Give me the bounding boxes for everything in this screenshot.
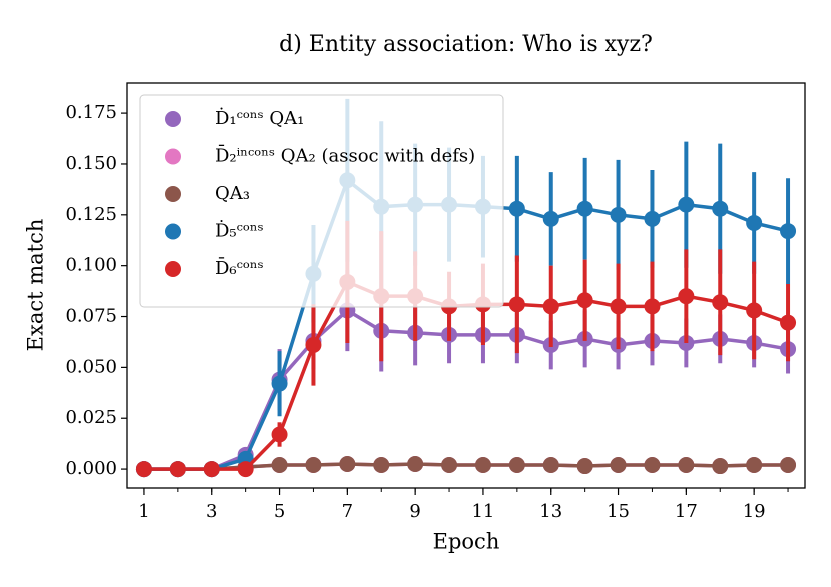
- x-tick-label: 17: [675, 501, 698, 522]
- data-point: [644, 210, 661, 227]
- legend-label: D̄₂ⁱⁿᶜᵒⁿˢ QA₂ (assoc with defs): [215, 143, 475, 166]
- legend-label: Ḋ₅ᶜᵒⁿˢ: [215, 219, 264, 242]
- x-tick-label: 3: [206, 501, 217, 522]
- data-point: [305, 457, 322, 474]
- data-point: [305, 336, 322, 353]
- y-tick-label: 0.025: [65, 407, 117, 428]
- data-point: [678, 457, 695, 474]
- data-point: [508, 200, 525, 217]
- data-point: [780, 314, 797, 331]
- y-axis-label: Exact match: [24, 219, 48, 352]
- legend-marker: [165, 261, 181, 277]
- data-point: [610, 206, 627, 223]
- data-point: [271, 375, 288, 392]
- y-tick-label: 0.150: [65, 153, 117, 174]
- x-tick-label: 13: [539, 501, 562, 522]
- data-point: [678, 196, 695, 213]
- data-point: [271, 426, 288, 443]
- data-point: [712, 294, 729, 311]
- data-point: [610, 457, 627, 474]
- data-point: [135, 461, 152, 478]
- x-tick-label: 1: [138, 501, 149, 522]
- legend-label: QA₃: [215, 183, 250, 204]
- y-tick-label: 0.000: [65, 458, 117, 479]
- data-point: [576, 200, 593, 217]
- x-tick-label: 19: [743, 501, 766, 522]
- data-point: [780, 223, 797, 240]
- data-point: [746, 214, 763, 231]
- data-point: [780, 457, 797, 474]
- chart-title: d) Entity association: Who is xyz?: [279, 32, 653, 57]
- data-point: [474, 457, 491, 474]
- y-tick-label: 0.100: [65, 255, 117, 276]
- x-axis-label: Epoch: [433, 530, 500, 554]
- legend-label: D̄₆ᶜᵒⁿˢ: [215, 256, 264, 279]
- data-point: [644, 298, 661, 315]
- data-point: [373, 457, 390, 474]
- legend-marker: [165, 223, 181, 240]
- y-tick-label: 0.125: [65, 204, 117, 225]
- y-tick-label: 0.050: [65, 356, 117, 377]
- data-point: [407, 455, 424, 472]
- legend-marker: [165, 111, 181, 127]
- legend-marker: [165, 186, 181, 202]
- data-point: [508, 457, 525, 474]
- data-point: [542, 210, 559, 227]
- data-point: [169, 461, 186, 478]
- x-tick-label: 11: [471, 501, 494, 522]
- y-tick-label: 0.075: [65, 306, 117, 327]
- data-point: [746, 302, 763, 319]
- x-tick-label: 7: [342, 501, 353, 522]
- plot-frame: [126, 82, 806, 489]
- series-line: [143, 308, 789, 471]
- y-tick-label: 0.175: [65, 102, 117, 123]
- data-point: [441, 457, 458, 474]
- legend-box: [139, 94, 504, 308]
- data-point: [678, 288, 695, 305]
- x-tick-label: 5: [274, 501, 285, 522]
- data-point: [712, 458, 729, 475]
- data-point: [712, 200, 729, 217]
- x-tick-label: 9: [409, 501, 420, 522]
- data-point: [339, 455, 356, 472]
- legend-marker: [165, 148, 181, 165]
- data-point: [542, 457, 559, 474]
- data-point: [576, 458, 593, 475]
- data-point: [610, 298, 627, 315]
- data-point: [271, 457, 288, 474]
- data-point: [203, 461, 220, 478]
- data-point: [746, 457, 763, 474]
- data-point: [237, 461, 254, 478]
- legend-label: Ḋ₁ᶜᵒⁿˢ QA₁: [215, 106, 304, 129]
- data-point: [508, 296, 525, 313]
- data-point: [644, 457, 661, 474]
- series-line: [143, 279, 789, 471]
- data-point: [542, 298, 559, 315]
- x-tick-label: 15: [607, 501, 630, 522]
- data-point: [576, 292, 593, 309]
